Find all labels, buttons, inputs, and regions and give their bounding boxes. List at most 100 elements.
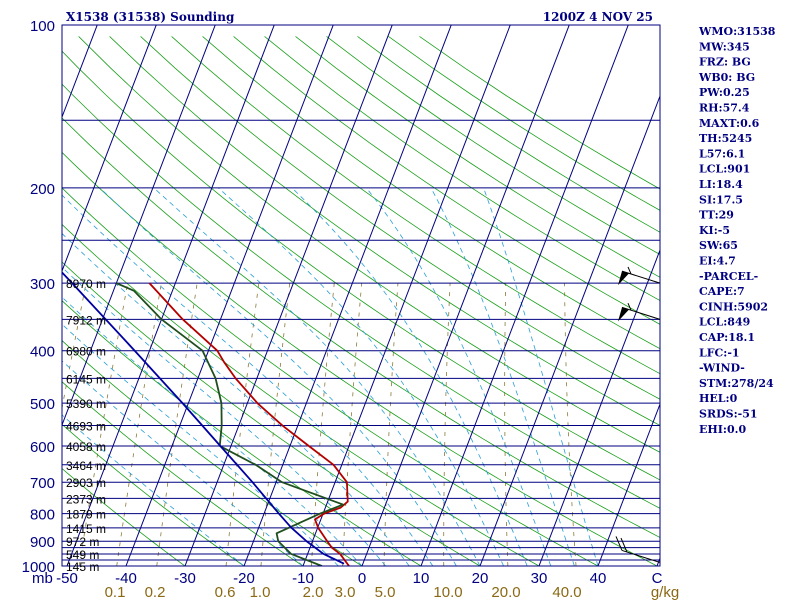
wind-barb-flag [618, 271, 629, 286]
height-label: 3464 m [66, 459, 106, 473]
pressure-unit-label: mb [32, 570, 53, 587]
chart-title: X1538 (31538) Sounding [66, 10, 235, 24]
index-value: TT:29 [699, 209, 734, 222]
isotherm [302, 25, 511, 566]
wind-barb-shaft [621, 549, 661, 563]
wind-barb-half [627, 266, 632, 275]
index-value: SI:17.5 [699, 193, 743, 206]
height-label: 6145 m [66, 372, 106, 386]
dry-adiabat [109, 36, 660, 426]
moist-adiabat [62, 266, 386, 566]
index-value: FRZ: BG [699, 56, 751, 69]
index-value: MAXT:0.6 [699, 117, 760, 130]
height-label: 4058 m [66, 440, 106, 454]
isotherm [243, 25, 452, 566]
index-value: LFC:-1 [699, 346, 740, 359]
temperature-tick-label: 30 [531, 570, 548, 587]
moist-adiabat [62, 414, 245, 566]
mixing-ratio-label: 20.0 [491, 584, 520, 600]
temperature-tick-label: -10 [292, 570, 314, 587]
dry-adiabat [62, 340, 363, 566]
index-value: SW:65 [699, 239, 738, 252]
pressure-label: 700 [30, 475, 55, 492]
parcel-line [62, 271, 345, 565]
dry-adiabat [62, 151, 658, 566]
mixing-ratio-label: 10.0 [433, 584, 462, 600]
temperature-tick-label: 20 [472, 570, 489, 587]
temperature-tick-label: -40 [115, 570, 137, 587]
index-value: RH:57.4 [699, 102, 750, 115]
mixing-ratio-label: 0.6 [215, 584, 236, 600]
temperature-tick-label: -20 [233, 570, 255, 587]
dry-adiabat [62, 261, 481, 566]
dry-adiabat [202, 36, 660, 350]
index-value: WMO:31538 [698, 25, 776, 38]
mixing-ratio-label: 1.0 [250, 584, 271, 600]
pressure-label: 300 [30, 276, 55, 293]
height-label: 1879 m [66, 508, 106, 522]
pressure-label: 600 [30, 439, 55, 456]
dry-adiabat [233, 36, 660, 325]
index-value: PW:0.25 [699, 86, 750, 99]
moist-adiabat [62, 232, 410, 566]
index-value: WB0: BG [698, 71, 755, 84]
dry-adiabat [62, 468, 186, 566]
profile-lines [62, 271, 350, 566]
wind-barb-shaft [621, 270, 661, 284]
index-value: CAPE:7 [699, 285, 745, 298]
isotherm [184, 25, 393, 566]
dry-adiabat [62, 381, 304, 566]
index-value: LI:18.4 [699, 178, 743, 191]
height-label: 6980 m [66, 345, 106, 359]
index-value: L57:6.1 [699, 147, 745, 160]
mixing-ratio-label: 0.1 [105, 584, 126, 600]
dry-adiabat [78, 36, 660, 453]
wind-barb [615, 536, 661, 563]
stability-indices: WMO:31538 MW:345 FRZ: BG WB0: BG PW:0.25 RH:5… [698, 25, 776, 436]
temperature-tick-label: -50 [56, 570, 78, 587]
isotherm [66, 25, 275, 566]
index-value: CAP:18.1 [699, 331, 755, 344]
index-value: STM:278/24 [699, 377, 774, 390]
index-value: EHI:0.0 [699, 423, 746, 436]
isotherm [62, 25, 98, 119]
height-label: 7912 m [66, 313, 106, 327]
height-label: 4693 m [66, 420, 106, 434]
isotherm [597, 402, 660, 566]
moist-adiabat [62, 360, 304, 566]
temperature-tick-label: 10 [413, 570, 430, 587]
dry-adiabat [295, 36, 660, 278]
mixing-ratio-label: 5.0 [375, 584, 396, 600]
pressure-label: 900 [30, 534, 55, 551]
wind-barb-half [627, 302, 632, 311]
isotherm [361, 25, 570, 566]
height-label: 1415 m [66, 522, 106, 536]
mixing-ratio-label: 0.2 [145, 584, 166, 600]
wind-barb-full [620, 537, 628, 553]
index-value: -PARCEL- [699, 270, 758, 283]
pressure-label: 500 [30, 396, 55, 413]
index-value: EI:4.7 [699, 255, 736, 268]
temperature-tick-label: 0 [358, 570, 366, 587]
index-value: KI:-5 [699, 224, 730, 237]
plot-frame [61, 24, 661, 567]
wind-barbs [615, 266, 661, 563]
pressure-label: 800 [30, 507, 55, 524]
temperature-line [148, 282, 350, 566]
height-label: 145 m [66, 560, 99, 574]
isotherm [125, 25, 334, 566]
mixing-ratio-label: 2.0 [303, 584, 324, 600]
dry-adiabat [62, 50, 660, 481]
height-label: 2373 m [66, 492, 106, 506]
pressure-label: 1000 [22, 559, 55, 576]
height-label: 2903 m [66, 476, 106, 490]
chart-time: 1200Z 4 NOV 25 [543, 10, 653, 24]
isotherm [62, 25, 216, 427]
mixing-ratio-label: g/kg [651, 584, 679, 600]
temperature-tick-label: -30 [174, 570, 196, 587]
dry-adiabat [264, 36, 660, 302]
moist-adiabat [218, 187, 504, 566]
index-value: HEL:0 [699, 392, 738, 405]
index-value: CINH:5902 [699, 300, 768, 313]
